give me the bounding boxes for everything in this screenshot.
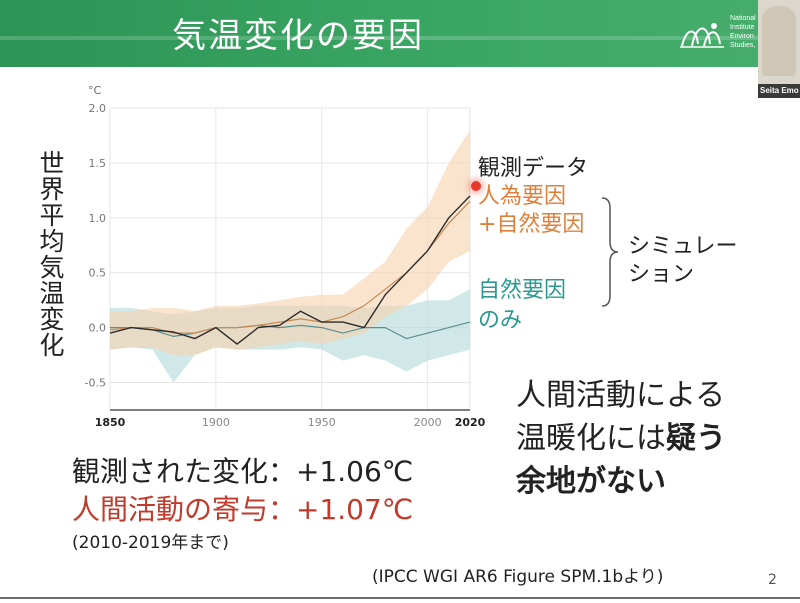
legend-human-line1: 人為要因 [478, 184, 567, 209]
y-tick-label: -0.5 [85, 377, 106, 390]
conclusion-line2: 温暖化には疑う [516, 413, 726, 457]
x-tick-label: 1850 [95, 416, 126, 429]
page-number: 2 [768, 572, 777, 588]
simulation-label-line1: シミュレー [628, 234, 738, 259]
period-text: (2010-2019年まで) [72, 533, 229, 553]
y-axis-label: 世界平均気温変化 [36, 150, 65, 358]
y-tick-label: 1.0 [89, 212, 107, 225]
chart-axes: 2.0 1.5 1.0 0.5 0.0 -0.5 1850 1900 1950 2000 2020 [85, 102, 486, 429]
bottom-divider [0, 597, 800, 599]
series-line [110, 321, 471, 340]
conclusion-line3: 余地がない [516, 464, 666, 499]
logo-text: National Institute Environ Studies, [730, 14, 758, 50]
participant-image [762, 6, 796, 76]
video-thumbnail[interactable]: Seita Emo [758, 0, 800, 98]
x-tick-label: 1900 [202, 416, 230, 429]
legend-observed: 観測データ [478, 156, 589, 181]
y-tick-label: 0.5 [89, 267, 107, 280]
participant-name: Seita Emo [760, 86, 799, 95]
uncertainty-bands [110, 130, 470, 383]
logo-text-line: National [730, 15, 756, 22]
conclusion-line1: 人間活動による [516, 378, 726, 413]
y-tick-label: 2.0 [89, 102, 107, 115]
participant-name-bar [758, 84, 800, 98]
simulation-label-line2: ション [628, 262, 695, 287]
x-tick-label: 2020 [455, 416, 486, 429]
y-unit-label: °C [88, 84, 102, 97]
y-tick-label: 1.5 [89, 157, 107, 170]
observed-change-text: 観測された変化：+1.06℃ [72, 455, 414, 488]
logo-text-line: Studies, [730, 42, 756, 49]
header-bar: 気温変化の要因 National Institute Environ Studi… [0, 0, 758, 67]
header-stripe [0, 36, 758, 40]
legend-human-line2: +自然要因 [478, 212, 585, 237]
logo-text-line: Institute [730, 24, 755, 31]
slide-title: 気温変化の要因 [172, 16, 424, 56]
x-tick-label: 1950 [308, 416, 336, 429]
human-contribution-text: 人間活動の寄与：+1.07℃ [72, 493, 414, 526]
series-lines [109, 195, 471, 345]
conclusion-line2-normal: 温暖化には [516, 421, 666, 456]
conclusion-line2-bold: 疑う [666, 421, 726, 456]
nies-logo-icon [680, 23, 724, 48]
source-citation: (IPCC WGI AR6 Figure SPM.1bより) [372, 567, 664, 587]
y-tick-label: 0.0 [89, 322, 107, 335]
x-tick-label: 2000 [414, 416, 442, 429]
uncertainty-band [110, 130, 470, 356]
legend-natural-line1: 自然要因 [478, 278, 567, 303]
simulation-brace-icon [601, 197, 619, 307]
legend-natural-line2: のみ [478, 308, 523, 333]
logo-text-line: Environ [730, 33, 754, 40]
series-line [109, 195, 471, 345]
laser-pointer-dot [471, 181, 481, 191]
